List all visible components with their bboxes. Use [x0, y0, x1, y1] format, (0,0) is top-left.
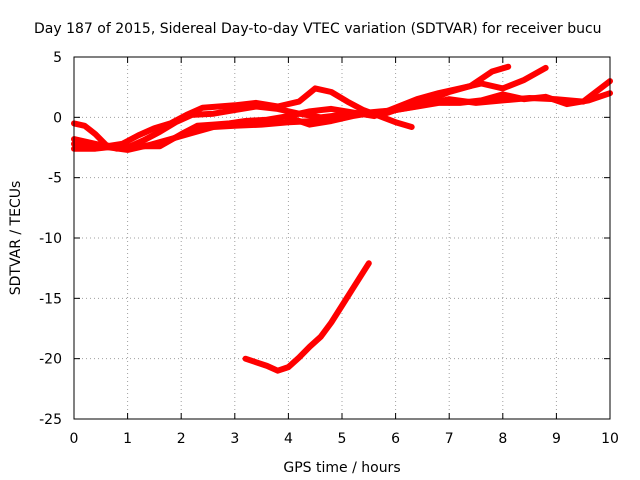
y-tick-label: -5	[48, 171, 62, 187]
y-axis-label: SDTVAR / TECUs	[8, 181, 24, 296]
x-tick-label: 5	[338, 431, 347, 447]
x-tick-label: 2	[177, 431, 186, 447]
y-tick-label: -20	[39, 352, 62, 368]
y-tick-label: -25	[39, 412, 62, 428]
series-line-arc-3	[71, 64, 549, 152]
x-axis-label: GPS time / hours	[283, 460, 400, 476]
series-line-arc-5	[285, 90, 613, 128]
x-tick-label: 7	[445, 431, 454, 447]
y-tick-label: 0	[53, 110, 62, 126]
x-tick-label: 9	[552, 431, 561, 447]
series-line-arc-6	[242, 260, 372, 374]
x-tick-label: 1	[123, 431, 132, 447]
chart-title: Day 187 of 2015, Sidereal Day-to-day VTE…	[34, 21, 602, 37]
x-tick-label: 6	[391, 431, 400, 447]
series-group	[71, 63, 613, 374]
ticks: 0 1 2 3 4 5 6 7 8 9 10 5 0 -5 -10 -15 -20 -25	[39, 50, 619, 447]
series-line-arc-2	[71, 85, 415, 150]
x-tick-label: 8	[498, 431, 507, 447]
x-tick-label: 4	[284, 431, 293, 447]
y-tick-label: -10	[39, 231, 62, 247]
y-tick-label: -15	[39, 291, 62, 307]
y-tick-label: 5	[53, 50, 62, 66]
x-tick-label: 3	[230, 431, 239, 447]
x-tick-label: 0	[70, 431, 79, 447]
plot-frame	[73, 56, 611, 420]
x-tick-label: 10	[601, 431, 619, 447]
